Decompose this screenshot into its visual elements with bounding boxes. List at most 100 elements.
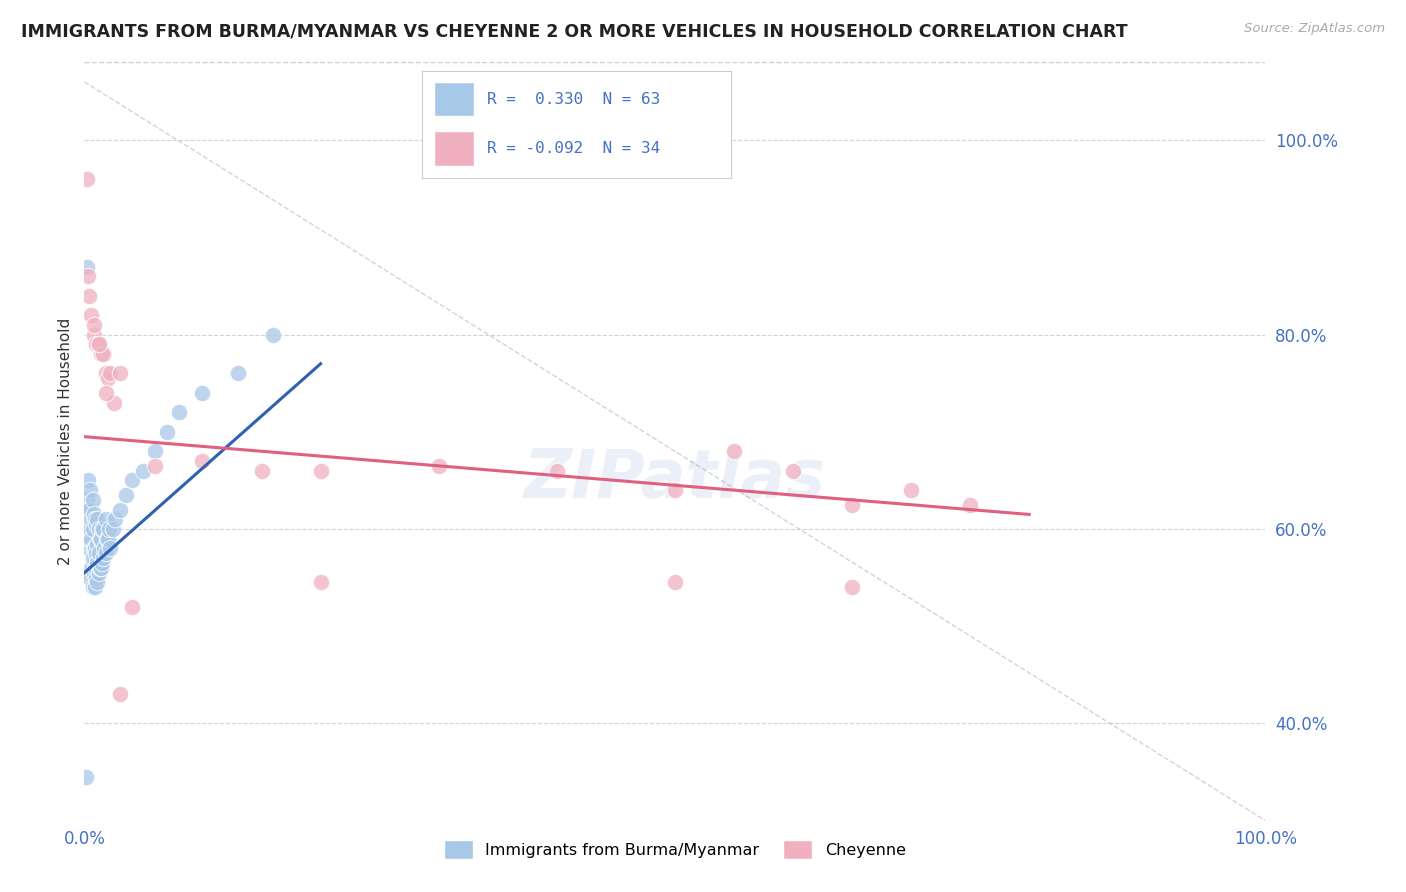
Point: [83, 318, 105, 332]
Point: [76, 172, 98, 186]
Point: [94, 512, 117, 526]
Point: [86, 575, 108, 590]
Point: [98, 522, 121, 536]
Point: [101, 522, 124, 536]
Point: [664, 483, 686, 497]
Point: [84, 541, 107, 556]
Point: [91, 522, 114, 536]
Point: [80, 561, 103, 575]
Point: [77, 474, 100, 488]
Point: [191, 454, 214, 468]
Point: [76, 522, 98, 536]
Point: [132, 464, 155, 478]
Point: [108, 687, 131, 701]
Point: [76, 492, 98, 507]
Point: [427, 458, 450, 473]
Text: R = -0.092  N = 34: R = -0.092 N = 34: [486, 141, 659, 156]
Point: [77, 502, 100, 516]
Point: [91, 347, 114, 361]
Point: [84, 571, 107, 585]
Text: Source: ZipAtlas.com: Source: ZipAtlas.com: [1244, 22, 1385, 36]
Point: [900, 483, 922, 497]
Point: [262, 327, 284, 342]
Point: [167, 405, 190, 419]
Point: [77, 289, 100, 303]
Point: [79, 483, 101, 497]
Point: [87, 546, 110, 560]
Point: [226, 367, 249, 381]
Point: [664, 575, 686, 590]
Point: [94, 367, 117, 381]
Text: ZIPatlas: ZIPatlas: [524, 447, 825, 512]
Point: [98, 541, 121, 556]
Point: [841, 580, 863, 594]
Point: [104, 512, 127, 526]
Point: [91, 551, 114, 566]
Point: [80, 512, 103, 526]
Point: [75, 770, 97, 784]
Point: [87, 522, 110, 536]
Text: R =  0.330  N = 63: R = 0.330 N = 63: [486, 92, 659, 107]
Text: IMMIGRANTS FROM BURMA/MYANMAR VS CHEYENNE 2 OR MORE VEHICLES IN HOUSEHOLD CORREL: IMMIGRANTS FROM BURMA/MYANMAR VS CHEYENN…: [21, 22, 1128, 40]
Point: [143, 458, 166, 473]
Point: [84, 517, 107, 532]
Point: [108, 502, 131, 516]
Point: [83, 566, 105, 580]
Point: [82, 522, 104, 536]
Point: [143, 444, 166, 458]
Point: [77, 269, 100, 284]
Point: [82, 492, 104, 507]
Point: [86, 556, 108, 570]
Point: [82, 580, 104, 594]
Point: [87, 337, 110, 351]
Point: [77, 532, 100, 546]
Point: [309, 464, 332, 478]
Point: [87, 337, 110, 351]
Point: [84, 561, 107, 575]
Point: [84, 546, 107, 560]
Point: [83, 541, 105, 556]
Point: [76, 260, 98, 274]
Point: [90, 561, 112, 575]
Point: [191, 386, 214, 401]
Point: [89, 561, 111, 575]
Point: [96, 532, 118, 546]
FancyBboxPatch shape: [434, 82, 474, 116]
Point: [79, 571, 101, 585]
Point: [84, 580, 107, 594]
Point: [83, 327, 105, 342]
Point: [103, 395, 125, 409]
Point: [250, 464, 273, 478]
Point: [77, 502, 100, 516]
Point: [90, 347, 112, 361]
Point: [86, 512, 108, 526]
Point: [97, 532, 120, 546]
Point: [97, 371, 120, 385]
Point: [89, 532, 111, 546]
Point: [77, 541, 100, 556]
Point: [841, 498, 863, 512]
Point: [91, 522, 114, 536]
Point: [108, 367, 131, 381]
Y-axis label: 2 or more Vehicles in Household: 2 or more Vehicles in Household: [58, 318, 73, 566]
Point: [94, 386, 117, 401]
Legend: Immigrants from Burma/Myanmar, Cheyenne: Immigrants from Burma/Myanmar, Cheyenne: [437, 833, 912, 866]
Point: [80, 532, 103, 546]
Point: [156, 425, 179, 439]
Point: [959, 498, 981, 512]
Point: [309, 575, 332, 590]
Point: [723, 444, 745, 458]
Point: [121, 599, 143, 614]
Point: [121, 474, 143, 488]
Point: [84, 337, 107, 351]
Point: [82, 551, 104, 566]
Point: [83, 508, 105, 522]
Point: [84, 512, 107, 526]
Point: [93, 541, 115, 556]
Point: [546, 464, 568, 478]
Point: [94, 546, 117, 560]
Point: [782, 464, 804, 478]
Point: [114, 488, 136, 502]
FancyBboxPatch shape: [434, 131, 474, 166]
Point: [79, 522, 101, 536]
